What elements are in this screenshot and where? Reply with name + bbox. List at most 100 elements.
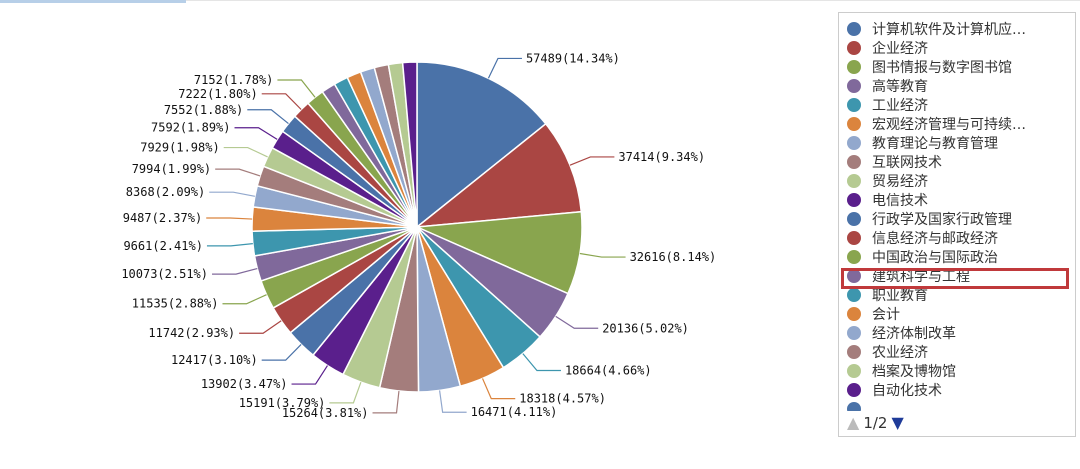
legend-swatch-icon (847, 325, 861, 340)
legend-label: 农业经济 (872, 344, 928, 361)
pie-data-label-21: 7222(1.80%) (178, 87, 257, 101)
pie-data-label-2: 32616(8.14%) (630, 250, 717, 264)
pie-data-label-1: 37414(9.34%) (618, 150, 705, 164)
legend-swatch-icon (847, 306, 861, 321)
legend-swatch-icon (847, 116, 861, 131)
legend-swatch-icon (847, 287, 861, 302)
pie-chart: 57489(14.34%) 37414(9.34%) 32616(8.14%) 201… (121, 51, 717, 420)
pie-data-label-18: 7929(1.98%) (140, 141, 219, 155)
pie-leader-line-22 (277, 79, 316, 98)
pie-leader-line-3 (555, 315, 599, 329)
pie-data-label-11: 11742(2.93%) (148, 326, 235, 340)
pie-leader-line-19 (234, 127, 278, 140)
legend-swatch-icon (847, 192, 861, 207)
legend-label: 会计 (872, 306, 900, 323)
legend-label: 档案及博物馆 (872, 363, 956, 380)
triangle-down-icon[interactable]: ▼ (891, 413, 904, 432)
pie-leader-line-13 (212, 267, 258, 275)
legend-swatch-icon (847, 40, 861, 55)
legend-swatch-icon (847, 363, 861, 378)
legend-item-7[interactable]: 互联网技术 (847, 152, 1073, 171)
top-tab-accent (0, 0, 186, 3)
pie-leader-line-11 (239, 320, 282, 334)
pie-data-label-15: 9487(2.37%) (123, 211, 202, 225)
legend-swatch-icon (847, 21, 861, 36)
legend-label: 自动化技术 (872, 382, 942, 399)
pie-leader-line-6 (439, 390, 467, 413)
pie-leader-line-15 (206, 217, 253, 220)
legend-swatch-icon (847, 230, 861, 245)
legend-label: 教育理论与教育管理 (872, 135, 998, 152)
legend-item-5[interactable]: 宏观经济管理与可持续… (847, 114, 1073, 133)
pie-leader-line-0 (487, 57, 522, 79)
legend-item-13[interactable]: 建筑科学与工程 (847, 266, 1073, 285)
pie-data-label-17: 7994(1.99%) (132, 162, 211, 176)
pager-text: 1/2 (863, 414, 888, 432)
legend-item-2[interactable]: 图书情报与数字图书馆 (847, 57, 1073, 76)
legend-item-17[interactable]: 农业经济 (847, 342, 1073, 361)
legend-item-11[interactable]: 信息经济与邮政经济 (847, 228, 1073, 247)
pie-slice-1[interactable] (414, 122, 583, 228)
pie-data-label-7: 15264(3.81%) (282, 406, 369, 420)
legend-label: 建筑科学与工程 (872, 268, 970, 285)
legend-item-14[interactable]: 职业教育 (847, 285, 1073, 304)
legend-label: 高等教育 (872, 78, 928, 95)
pie-data-label-4: 18664(4.66%) (565, 363, 652, 377)
pie-data-label-19: 7592(1.89%) (151, 121, 230, 135)
pie-data-label-9: 13902(3.47%) (201, 377, 288, 391)
legend-label: 互联网技术 (872, 154, 942, 171)
pie-slice-29[interactable] (401, 61, 418, 228)
pie-data-label-10: 12417(3.10%) (171, 353, 258, 367)
pie-leader-line-10 (261, 344, 302, 361)
legend-item-19[interactable]: 自动化技术 (847, 380, 1073, 399)
pie-leader-line-2 (579, 252, 626, 258)
pie-data-label-8: 15191(3.79%) (239, 396, 326, 410)
legend-label: 经济体制改革 (872, 325, 956, 342)
legend-swatch-icon (847, 135, 861, 150)
pie-data-label-16: 8368(2.09%) (126, 185, 205, 199)
legend-swatch-icon (847, 268, 861, 283)
legend-label: 贸易经济 (872, 173, 928, 190)
legend-swatch-icon (847, 211, 861, 226)
legend-label: 信息经济与邮政经济 (872, 230, 998, 247)
top-divider (0, 0, 1080, 1)
legend-item-10[interactable]: 行政学及国家行政管理 (847, 209, 1073, 228)
pie-leader-line-9 (291, 365, 328, 385)
pie-data-label-3: 20136(5.02%) (602, 321, 689, 335)
pie-data-label-14: 9661(2.41%) (123, 239, 202, 253)
legend-item-0[interactable]: 计算机软件及计算机应… (847, 19, 1073, 38)
pie-data-label-22: 7152(1.78%) (194, 73, 273, 87)
pie-leader-line-17 (215, 168, 261, 177)
pie-data-label-0: 57489(14.34%) (526, 51, 620, 65)
pie-leader-line-21 (261, 93, 302, 110)
legend-item-1[interactable]: 企业经济 (847, 38, 1073, 57)
legend-item-4[interactable]: 工业经济 (847, 95, 1073, 114)
legend-item-8[interactable]: 贸易经济 (847, 171, 1073, 190)
legend-label: 工业经济 (872, 97, 928, 114)
legend-item-6[interactable]: 教育理论与教育管理 (847, 133, 1073, 152)
legend-swatch-icon (847, 78, 861, 93)
legend-item-15[interactable]: 会计 (847, 304, 1073, 323)
pie-leader-line-18 (223, 146, 268, 158)
legend-item-partial (847, 399, 1073, 411)
pie-leader-line-4 (522, 353, 561, 372)
legend-swatch-icon (847, 401, 861, 411)
legend-label: 宏观经济管理与可持续… (872, 116, 1026, 133)
legend-item-3[interactable]: 高等教育 (847, 76, 1073, 95)
pie-data-label-6: 16471(4.11%) (471, 405, 558, 419)
legend-pager: ▲ 1/2 ▼ (847, 413, 904, 433)
pie-data-label-13: 10073(2.51%) (121, 267, 208, 281)
legend-swatch-icon (847, 344, 861, 359)
legend-swatch-icon (847, 59, 861, 74)
legend-item-9[interactable]: 电信技术 (847, 190, 1073, 209)
pie-data-label-5: 18318(4.57%) (519, 392, 606, 406)
triangle-up-icon[interactable]: ▲ (847, 413, 860, 432)
pie-leader-line-8 (329, 381, 362, 404)
pie-leader-line-5 (481, 378, 516, 400)
legend-label: 职业教育 (872, 287, 928, 304)
legend-list: 计算机软件及计算机应… 企业经济 图书情报与数字图书馆高等教育工业经济宏观经济管理与… (847, 19, 1073, 411)
pie-data-label-12: 11535(2.88%) (132, 297, 219, 311)
legend-item-16[interactable]: 经济体制改革 (847, 323, 1073, 342)
legend-item-18[interactable]: 档案及博物馆 (847, 361, 1073, 380)
legend-item-12[interactable]: 中国政治与国际政治 (847, 247, 1073, 266)
